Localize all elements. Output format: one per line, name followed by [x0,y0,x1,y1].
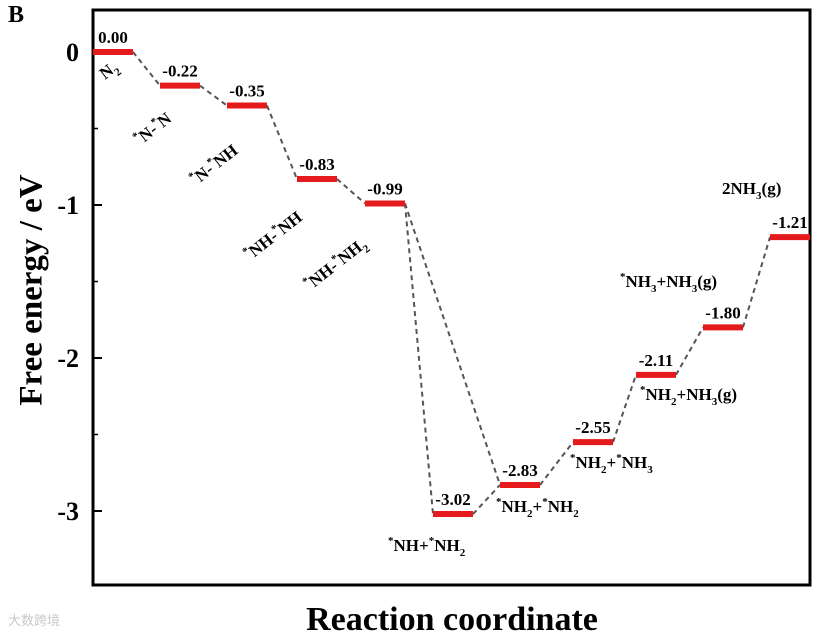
y-tick-label: -2 [57,344,79,373]
energy-value-label: -1.21 [772,213,807,232]
species-label: *NH2+*NH3 [570,452,653,476]
connector-line [336,178,366,205]
species-label: *N-*N [130,108,175,150]
connector-line [199,84,228,107]
connector-line [472,484,501,515]
connector-line [675,326,704,376]
connector-line [612,374,637,443]
y-tick-label: -3 [57,497,79,526]
species-label: *NH3+NH3(g) [620,271,717,295]
plot-frame [91,8,812,587]
y-tick-label: 0 [66,38,79,67]
energy-value-label: -2.11 [639,351,673,370]
species-label: *NH-*NH [240,207,306,264]
species-label: *NH2+NH3(g) [640,384,737,408]
energy-value-label: -0.99 [367,179,402,198]
energy-value-label: -3.02 [435,490,470,509]
energy-value-label: -2.55 [575,418,610,437]
species-label: N2 [96,57,125,86]
energy-value-label: 0.00 [98,28,128,47]
panel-label: B [8,2,25,28]
connector-line [404,203,501,486]
connector-line [539,441,574,486]
energy-value-label: -0.22 [162,62,197,81]
x-axis-title: Reaction coordinate [306,601,598,638]
species-label: *NH+*NH2 [388,535,466,559]
energy-value-label: -0.35 [229,82,264,101]
species-label: *NH-*NH2 [300,233,373,297]
energy-value-label: -2.83 [502,461,537,480]
species-label: 2NH3(g) [722,179,781,202]
y-tick-label: -1 [57,191,79,220]
species-label: *NH2+*NH2 [496,496,579,520]
energy-value-label: -0.83 [299,155,334,174]
energy-value-label: -1.80 [705,303,740,322]
y-axis-title: Free energy / eV [13,174,50,406]
connector-line [132,51,161,87]
connector-line [404,203,434,515]
species-label: *N-*NH [186,140,241,189]
connector-line [742,236,771,328]
connector-line [266,105,298,180]
watermark: 大数跨境 [8,614,61,629]
